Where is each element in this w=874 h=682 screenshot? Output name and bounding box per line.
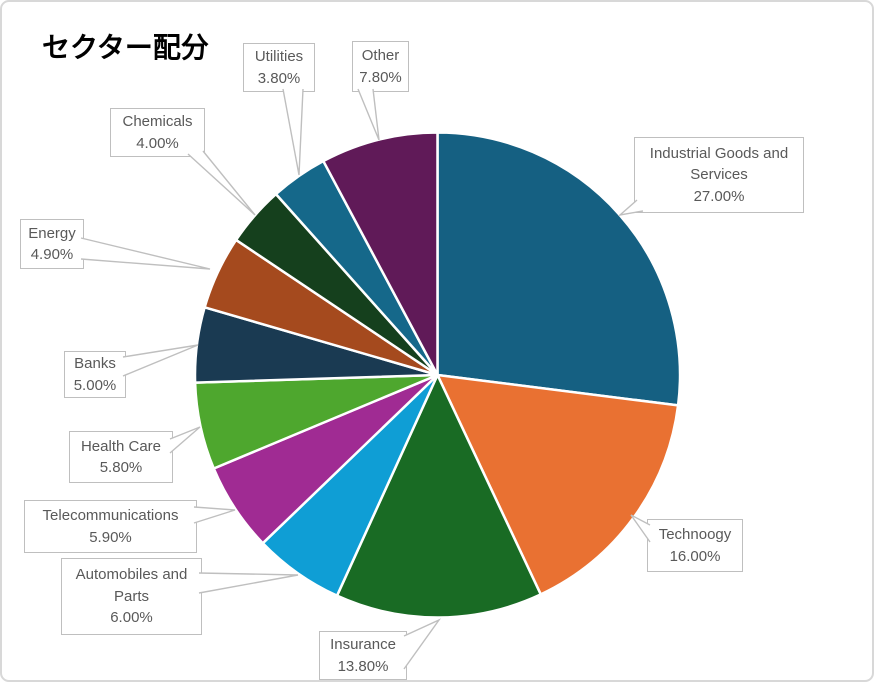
callout-health-care[interactable]: Health Care 5.80% xyxy=(69,431,173,483)
callout-percent: 6.00% xyxy=(110,609,153,627)
callout-percent: 16.00% xyxy=(669,547,721,565)
callout-label: Banks xyxy=(74,355,116,372)
callout-percent: 4.00% xyxy=(136,134,179,152)
callout-label: Health Care xyxy=(80,437,162,455)
callout-percent: 5.80% xyxy=(99,459,143,476)
callout-percent: 13.80% xyxy=(337,657,389,675)
callout-label: Services xyxy=(690,166,748,184)
callout-utilities[interactable]: Utilities 3.80% xyxy=(243,43,315,92)
callout-chemicals[interactable]: Chemicals 4.00% xyxy=(110,108,205,157)
callout-label: Technoogy xyxy=(658,526,732,543)
callout-label: Energy xyxy=(28,224,76,242)
callout-label: Parts xyxy=(113,587,149,605)
callout-automobiles-and-parts[interactable]: Automobiles and Parts 6.00% xyxy=(61,558,202,635)
pie-slice-insurance[interactable] xyxy=(335,373,542,619)
callout-percent: 3.80% xyxy=(257,69,301,87)
callout-label: Automobiles and xyxy=(75,566,188,584)
callout-percent: 5.90% xyxy=(89,528,132,546)
callout-technoogy[interactable]: Technoogy 16.00% xyxy=(647,519,743,572)
callout-percent: 4.90% xyxy=(30,246,74,263)
callout-other[interactable]: Other 7.80% xyxy=(352,41,409,92)
callout-industrial-goods-and-services[interactable]: Industrial Goods and Services 27.00% xyxy=(634,137,804,213)
callout-telecommunications[interactable]: Telecommunications 5.90% xyxy=(24,500,197,553)
callout-percent: 27.00% xyxy=(693,187,745,205)
callout-insurance[interactable]: Insurance 13.80% xyxy=(319,631,407,680)
callout-label: Industrial Goods and xyxy=(649,144,789,162)
callout-banks[interactable]: Banks 5.00% xyxy=(64,351,126,398)
callout-label: Insurance xyxy=(330,636,396,653)
callout-percent: 7.80% xyxy=(359,68,402,86)
callout-percent: 5.00% xyxy=(73,376,117,394)
callout-label: Other xyxy=(361,47,400,64)
callout-energy[interactable]: Energy 4.90% xyxy=(20,219,84,269)
pie-slices[interactable] xyxy=(193,131,682,619)
chart-title: セクター配分 xyxy=(42,32,209,63)
callout-label: Utilities xyxy=(254,48,304,65)
callout-label: Chemicals xyxy=(122,113,193,130)
callout-label: Telecommunications xyxy=(42,507,179,524)
